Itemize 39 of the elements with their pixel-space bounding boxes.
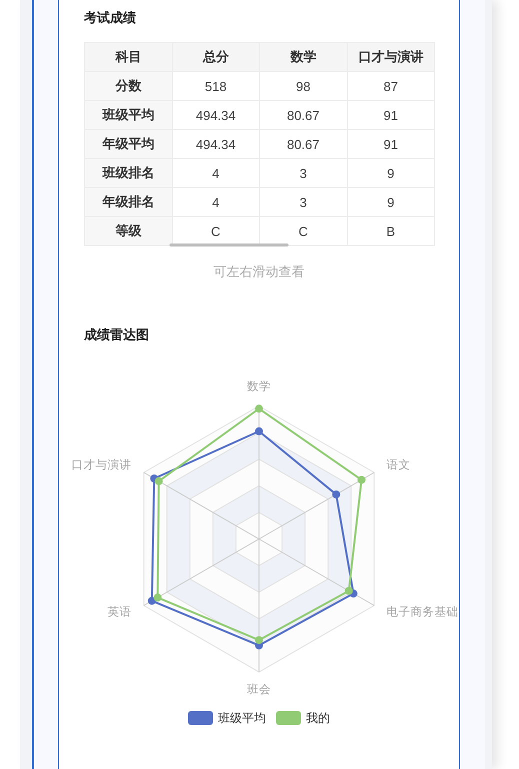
text: C [298,224,308,238]
text: C [211,224,220,238]
text: 494.34 [196,108,236,122]
spoke-label: 语文 [386,458,410,472]
text: 518 [204,78,227,94]
text: B [386,224,396,238]
chart-title: 成绩雷达图 [84,326,149,344]
text: 可左右滑动查看 [212,263,306,281]
category-label: 年级排名 [102,194,154,209]
text: 科目 [84,42,172,72]
category-label: 班级排名 [102,165,154,180]
text: 87 [384,78,398,94]
legend-label: 我的 [306,711,330,725]
spoke-label: 口才与演讲 [72,458,132,472]
spoke-label: 班会 [247,683,271,696]
category-label: 口才与演讲 [347,42,434,72]
text: 80.67 [286,108,320,122]
text: 考试成绩 [84,9,136,27]
text: 91 [384,108,398,122]
category-label: 年级平均 [102,136,154,151]
text: 3 [300,166,307,180]
spoke-label: 数学 [247,380,271,393]
text: 4 [212,194,220,210]
spoke-label: 英语 [108,606,132,618]
text: 80.67 [286,136,320,152]
text: 91 [384,136,398,152]
spoke-label: 电子商务基础 [386,604,458,618]
text: 98 [296,78,310,94]
text: 9 [387,194,394,210]
legend-label: 班级平均 [218,711,266,725]
category-label: 班级平均 [102,107,154,122]
category-label: 分数 [115,78,142,93]
text: 4 [212,166,220,180]
text: 3 [300,194,307,210]
category-label: 数学 [260,42,347,72]
category-label: 总分 [172,42,260,72]
text: 494.34 [196,136,236,152]
text: 9 [387,166,394,180]
category-label: 等级 [115,223,142,238]
